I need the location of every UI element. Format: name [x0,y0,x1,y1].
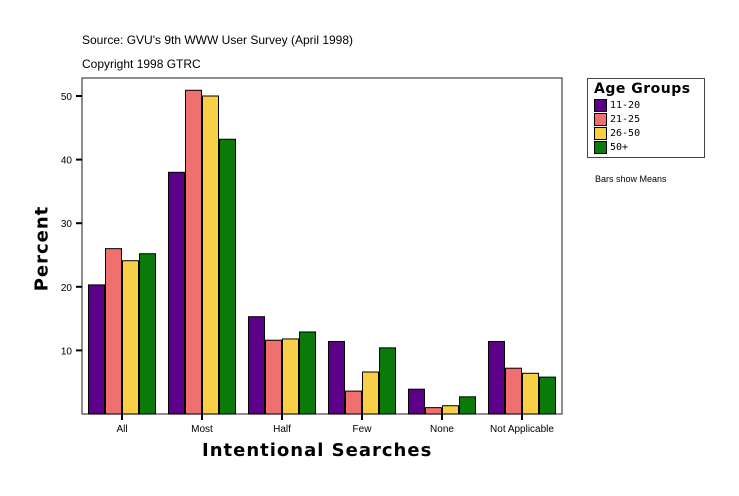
legend-swatch [594,141,607,154]
bar [379,347,396,415]
bar [105,248,122,415]
y-tick-label: 30 [61,219,73,230]
bar [442,405,459,415]
legend-label: 26-50 [610,128,641,139]
legend-swatch [594,113,607,126]
bar [248,316,265,415]
legend-item: 21-25 [594,113,640,126]
y-tick-label: 50 [61,92,73,103]
x-tick-label: Few [353,424,373,435]
y-tick-label: 10 [61,346,73,357]
bar [345,390,362,415]
bar [88,284,105,415]
plot-area [81,77,563,415]
bar [122,260,139,415]
bar [362,371,379,415]
legend-label: 50+ [610,142,629,153]
legend-label: 11-20 [610,100,641,111]
x-axis-label: Intentional Searches [202,440,433,461]
x-tick-label: All [116,424,127,435]
bar [202,95,219,415]
bar [328,340,345,415]
bar [459,396,476,415]
bar [219,138,236,415]
bar [282,338,299,415]
legend-swatch [594,99,607,112]
legend-item: 50+ [594,141,628,154]
legend-swatch [594,127,607,140]
bar [488,340,505,415]
source-text: Source: GVU's 9th WWW User Survey (April… [82,33,354,47]
y-tick-label: 40 [61,156,73,167]
bar [299,331,316,415]
note-text: Bars show Means [595,174,667,184]
x-tick-label: Half [273,424,291,435]
bar [265,339,282,415]
bar [139,253,156,415]
bar [425,407,442,415]
legend-label: 21-25 [610,114,641,125]
bar [539,376,556,415]
bar [505,367,522,415]
x-tick-label: None [430,424,454,435]
legend-item: 11-20 [594,99,640,112]
bar [185,89,202,415]
y-axis-label: Percent [31,205,53,292]
copyright-text: Copyright 1998 GTRC [82,57,201,71]
legend-item: 26-50 [594,127,640,140]
bar [408,388,425,415]
x-tick-label: Not Applicable [490,424,554,435]
legend: Age Groups 11-20 21-25 26-50 50+ [587,78,705,158]
y-tick-label: 20 [61,283,73,294]
bar [522,372,539,415]
x-tick-label: Most [191,424,213,435]
bar [168,171,185,415]
legend-title: Age Groups [594,81,691,97]
